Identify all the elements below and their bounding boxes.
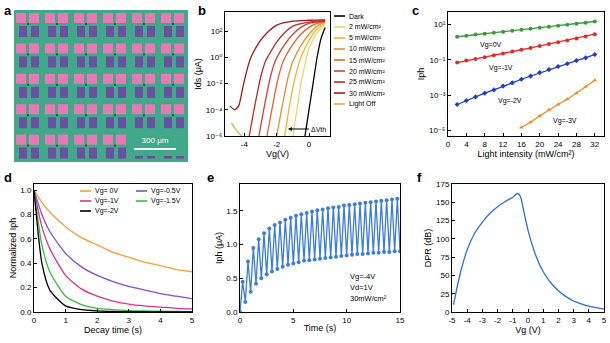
svg-text:Iph: Iph — [416, 68, 426, 81]
svg-text:d: d — [4, 170, 12, 185]
svg-text:Normalized Iph: Normalized Iph — [8, 218, 18, 279]
svg-text:75: 75 — [440, 253, 449, 262]
svg-text:0: 0 — [307, 140, 312, 149]
svg-text:Vg=0V: Vg=0V — [480, 41, 502, 49]
svg-text:10²: 10² — [211, 27, 223, 36]
svg-text:-4: -4 — [241, 140, 249, 149]
svg-text:Vg=-2V: Vg=-2V — [498, 97, 522, 105]
svg-text:10 mW/cm²: 10 mW/cm² — [349, 45, 385, 52]
svg-text:10⁻⁴: 10⁻⁴ — [206, 106, 223, 115]
svg-text:25 mW/cm²: 25 mW/cm² — [349, 78, 385, 85]
svg-text:0: 0 — [526, 316, 531, 325]
svg-text:12: 12 — [499, 140, 508, 149]
svg-text:3: 3 — [127, 316, 132, 325]
svg-text:20: 20 — [535, 140, 544, 149]
svg-text:10⁻⁶: 10⁻⁶ — [206, 132, 222, 141]
svg-text:10: 10 — [342, 316, 351, 325]
svg-text:28: 28 — [572, 140, 581, 149]
svg-text:300 μm: 300 μm — [142, 136, 169, 145]
svg-text:Vg=-2V: Vg=-2V — [95, 207, 119, 215]
svg-text:-2: -2 — [273, 140, 281, 149]
svg-text:Vg= 0V: Vg= 0V — [95, 187, 118, 195]
svg-text:Decay time (s): Decay time (s) — [84, 325, 142, 335]
svg-text:Vg=-3V: Vg=-3V — [553, 117, 577, 125]
svg-text:Vd=1V: Vd=1V — [350, 283, 373, 292]
svg-text:DPR (dB): DPR (dB) — [423, 229, 433, 268]
svg-text:2: 2 — [95, 316, 100, 325]
svg-text:8: 8 — [482, 140, 487, 149]
svg-text:Time (s): Time (s) — [304, 323, 337, 333]
svg-text:c: c — [412, 3, 419, 18]
svg-text:5: 5 — [291, 316, 296, 325]
svg-text:4: 4 — [587, 316, 592, 325]
svg-text:0.0: 0.0 — [226, 308, 238, 317]
svg-text:4: 4 — [158, 316, 163, 325]
svg-text:16: 16 — [517, 140, 526, 149]
svg-text:125: 125 — [436, 216, 450, 225]
svg-text:-3: -3 — [479, 316, 487, 325]
svg-text:15: 15 — [396, 316, 405, 325]
svg-text:1.5: 1.5 — [226, 207, 238, 216]
svg-text:0: 0 — [32, 316, 37, 325]
svg-text:15 mW/cm²: 15 mW/cm² — [349, 57, 385, 64]
svg-text:Dark: Dark — [349, 13, 364, 20]
svg-text:175: 175 — [436, 180, 450, 189]
svg-text:f: f — [417, 170, 422, 185]
svg-text:Light intensity (mW/cm²): Light intensity (mW/cm²) — [477, 149, 574, 159]
svg-text:4: 4 — [464, 140, 469, 149]
svg-text:Iph (μA): Iph (μA) — [214, 232, 224, 264]
svg-text:30mW/cm²: 30mW/cm² — [350, 294, 387, 303]
svg-text:Vg=-4V: Vg=-4V — [350, 272, 375, 281]
svg-text:2: 2 — [556, 316, 561, 325]
svg-text:Vg=-0.5V: Vg=-0.5V — [151, 187, 181, 195]
svg-text:2 mW/cm²: 2 mW/cm² — [349, 23, 382, 30]
svg-text:5: 5 — [190, 316, 195, 325]
svg-text:0.8: 0.8 — [20, 210, 32, 219]
svg-text:0.4: 0.4 — [20, 259, 32, 268]
svg-text:-5: -5 — [448, 316, 456, 325]
svg-text:5 mW/cm²: 5 mW/cm² — [349, 34, 382, 41]
svg-text:Vg=-1.5V: Vg=-1.5V — [151, 197, 181, 205]
svg-text:a: a — [4, 3, 12, 18]
svg-text:Ids (μA): Ids (μA) — [193, 58, 203, 90]
svg-text:Vg (V): Vg (V) — [515, 325, 541, 335]
svg-text:150: 150 — [436, 198, 450, 207]
svg-text:10⁻¹: 10⁻¹ — [430, 56, 446, 65]
svg-text:-2: -2 — [494, 316, 502, 325]
svg-text:10¹: 10¹ — [434, 20, 446, 29]
svg-text:1: 1 — [63, 316, 68, 325]
svg-text:Light Off: Light Off — [349, 100, 375, 108]
svg-text:1.0: 1.0 — [226, 240, 238, 249]
svg-text:b: b — [198, 3, 206, 18]
svg-text:-1: -1 — [509, 316, 517, 325]
svg-text:1.0: 1.0 — [20, 186, 32, 195]
svg-text:0.0: 0.0 — [20, 308, 32, 317]
svg-text:0: 0 — [238, 316, 243, 325]
svg-text:10⁰: 10⁰ — [210, 53, 222, 62]
svg-text:10⁻²: 10⁻² — [207, 79, 223, 88]
svg-text:10⁻⁵: 10⁻⁵ — [429, 126, 445, 135]
svg-text:Vg(V): Vg(V) — [266, 149, 289, 159]
svg-text:100: 100 — [436, 235, 450, 244]
svg-text:30 mW/cm²: 30 mW/cm² — [349, 90, 385, 97]
svg-text:10⁻³: 10⁻³ — [430, 91, 446, 100]
svg-text:ΔVth: ΔVth — [311, 126, 326, 133]
svg-text:0.6: 0.6 — [20, 235, 32, 244]
svg-text:-4: -4 — [464, 316, 472, 325]
svg-text:0.2: 0.2 — [20, 283, 32, 292]
svg-text:20 mW/cm²: 20 mW/cm² — [349, 68, 385, 75]
svg-text:0: 0 — [445, 308, 450, 317]
svg-text:1: 1 — [541, 316, 546, 325]
svg-text:0: 0 — [446, 140, 451, 149]
svg-text:24: 24 — [554, 140, 563, 149]
svg-text:Vg=-1V: Vg=-1V — [489, 64, 513, 72]
svg-text:Vg=-1V: Vg=-1V — [95, 197, 119, 205]
svg-text:5: 5 — [602, 316, 607, 325]
svg-text:e: e — [207, 170, 214, 185]
svg-text:0.5: 0.5 — [226, 274, 238, 283]
svg-text:3: 3 — [571, 316, 576, 325]
svg-text:32: 32 — [590, 140, 599, 149]
svg-text:25: 25 — [440, 290, 449, 299]
svg-text:50: 50 — [440, 271, 449, 280]
